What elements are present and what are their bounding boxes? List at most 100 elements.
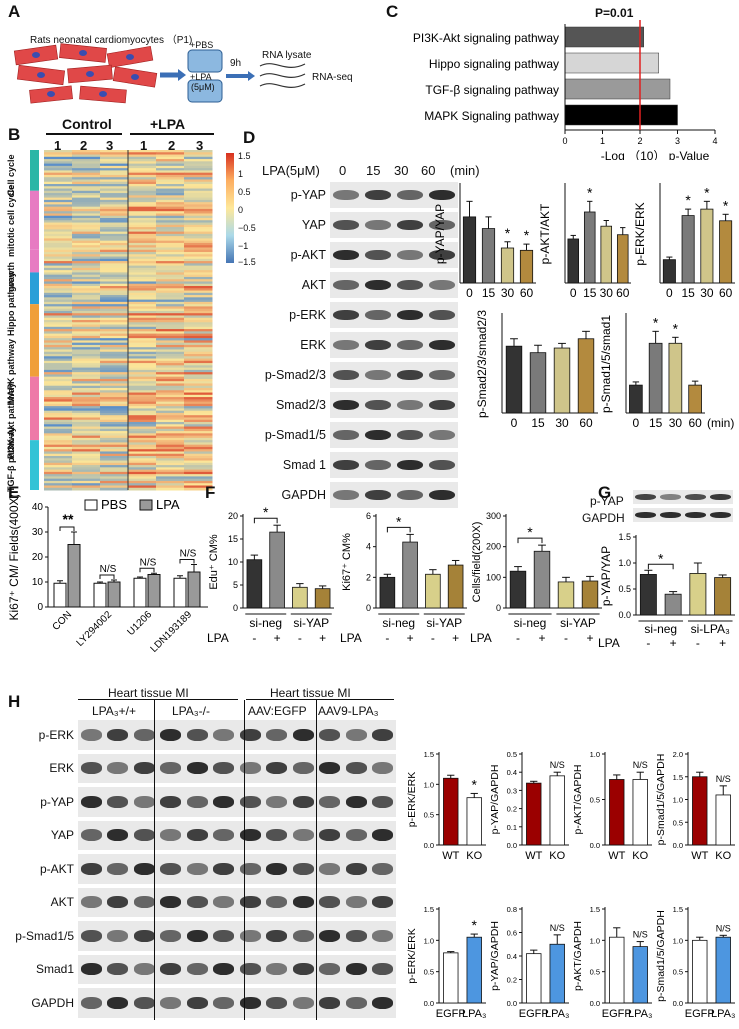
heat-cell [184, 476, 213, 480]
chartHT2-bar-0 [609, 779, 625, 846]
heat-cell [156, 378, 185, 382]
heat-cell [184, 376, 213, 380]
heat-cell [184, 410, 213, 414]
heat-cell [156, 208, 185, 212]
chart-h-bottom-perk: 0.0 0.5 1.0 1.5 EGFP * LPA₃ p-ERK/ERK [406, 905, 486, 1020]
chartG-ylabel: p-YAP/YAP [599, 546, 613, 606]
heat-cell [100, 301, 129, 305]
heat-cell [72, 392, 101, 396]
heat-cell [156, 283, 185, 287]
cells-label: Rats neonatal cardiomyocytes （P1) [30, 35, 193, 46]
heat-cell [184, 431, 213, 434]
d-time-60: 60 [421, 163, 436, 178]
schematic-a [13, 43, 306, 104]
blot-band [635, 494, 656, 500]
heat-cell [44, 165, 73, 169]
heat-cell [44, 193, 73, 196]
heat-cell [184, 388, 213, 391]
heat-cell [100, 344, 129, 348]
blot-band [186, 795, 208, 808]
heat-cell [72, 433, 101, 437]
chartD3-bar-1 [529, 352, 547, 414]
heat-cell [100, 177, 129, 180]
heat-cell [156, 320, 185, 323]
blot-row-akt [330, 272, 458, 298]
heat-cell [156, 340, 185, 344]
heat-cell [44, 333, 73, 337]
blot-band [710, 494, 731, 500]
heat-cell [72, 310, 101, 314]
heat-cell [128, 392, 157, 396]
blot-band [133, 963, 155, 976]
heat-cell [72, 292, 101, 296]
blot-band [186, 728, 208, 741]
heat-cell [156, 276, 185, 280]
heat-cell [128, 304, 157, 307]
chartHT1-ytick-label-0: 0.0 [507, 841, 517, 850]
blot-band [213, 728, 235, 741]
chartD2-bar-3 [719, 220, 733, 284]
heat-cell [156, 369, 185, 373]
heat-cell [184, 274, 213, 278]
blot-band [292, 762, 314, 775]
heat-cell [184, 340, 213, 344]
heat-cell [184, 446, 213, 450]
heat-cell [128, 326, 157, 330]
chartD1-bar-2 [600, 225, 613, 284]
heat-cell [44, 292, 73, 296]
heat-cell [72, 190, 101, 194]
e-bracket-1 [99, 574, 115, 579]
heat-cell [128, 288, 157, 292]
heat-cell [72, 272, 101, 276]
heat-cell [128, 184, 157, 187]
chartHT0-xlabel-0: WT [442, 850, 459, 862]
heat-cell [44, 422, 73, 425]
chartHB0-xlabel-0: EGFP [436, 1008, 466, 1020]
heat-cell [128, 220, 157, 224]
f-sign-0-0: - [252, 631, 256, 645]
heat-cell [72, 437, 101, 441]
chartHB0-ytick-label-2: 1.0 [424, 936, 434, 945]
chart-h-top-psmad: 0.0 0.5 1.0 1.5 2.0 WT N/S KO p-Smad1/5/GAPDH [655, 750, 735, 862]
heat-cell [156, 433, 185, 437]
blot-band [133, 728, 155, 741]
heat-cell [100, 286, 129, 289]
chartHB3-ytick-label-1: 0.5 [673, 968, 683, 977]
heat-cell [128, 378, 157, 382]
blot-band [333, 369, 359, 381]
heat-cell [128, 258, 157, 262]
heat-cell [156, 365, 185, 369]
heat-cell [128, 292, 157, 296]
heat-cell [72, 383, 101, 387]
heat-cell [44, 410, 73, 414]
heat-cell [72, 159, 101, 162]
heat-cell [156, 324, 185, 328]
heat-cell [184, 444, 213, 448]
heat-cell [156, 372, 185, 375]
heat-cell [44, 308, 73, 312]
heat-cell [44, 249, 73, 253]
heat-cell [128, 451, 157, 455]
heat-cell [128, 458, 157, 462]
heat-cell [128, 247, 157, 251]
heat-cell [128, 299, 157, 303]
heat-cell [44, 435, 73, 439]
blot-band [365, 279, 391, 291]
chartD2-xlabel-0: 0 [666, 286, 673, 300]
blot-row-erk [78, 753, 396, 783]
heat-cell [100, 288, 129, 292]
heat-cell [72, 401, 101, 405]
heat-cell [128, 283, 157, 287]
blot-band [345, 762, 367, 775]
chartHT3-ytick-label-3: 1.5 [673, 773, 683, 782]
heat-cell [184, 442, 213, 446]
heat-cell [156, 483, 185, 486]
chartHB2-xlabel-1: LPA₃ [628, 1008, 652, 1020]
heat-cell [100, 245, 129, 248]
chartHT0-ytick-label-3: 1.5 [424, 750, 434, 759]
chartD4-xlabel-2: 30 [669, 416, 683, 430]
heat-cell [156, 281, 185, 285]
heat-cell [72, 288, 101, 292]
heat-cell [156, 388, 185, 391]
blot-row-akt [78, 887, 396, 917]
